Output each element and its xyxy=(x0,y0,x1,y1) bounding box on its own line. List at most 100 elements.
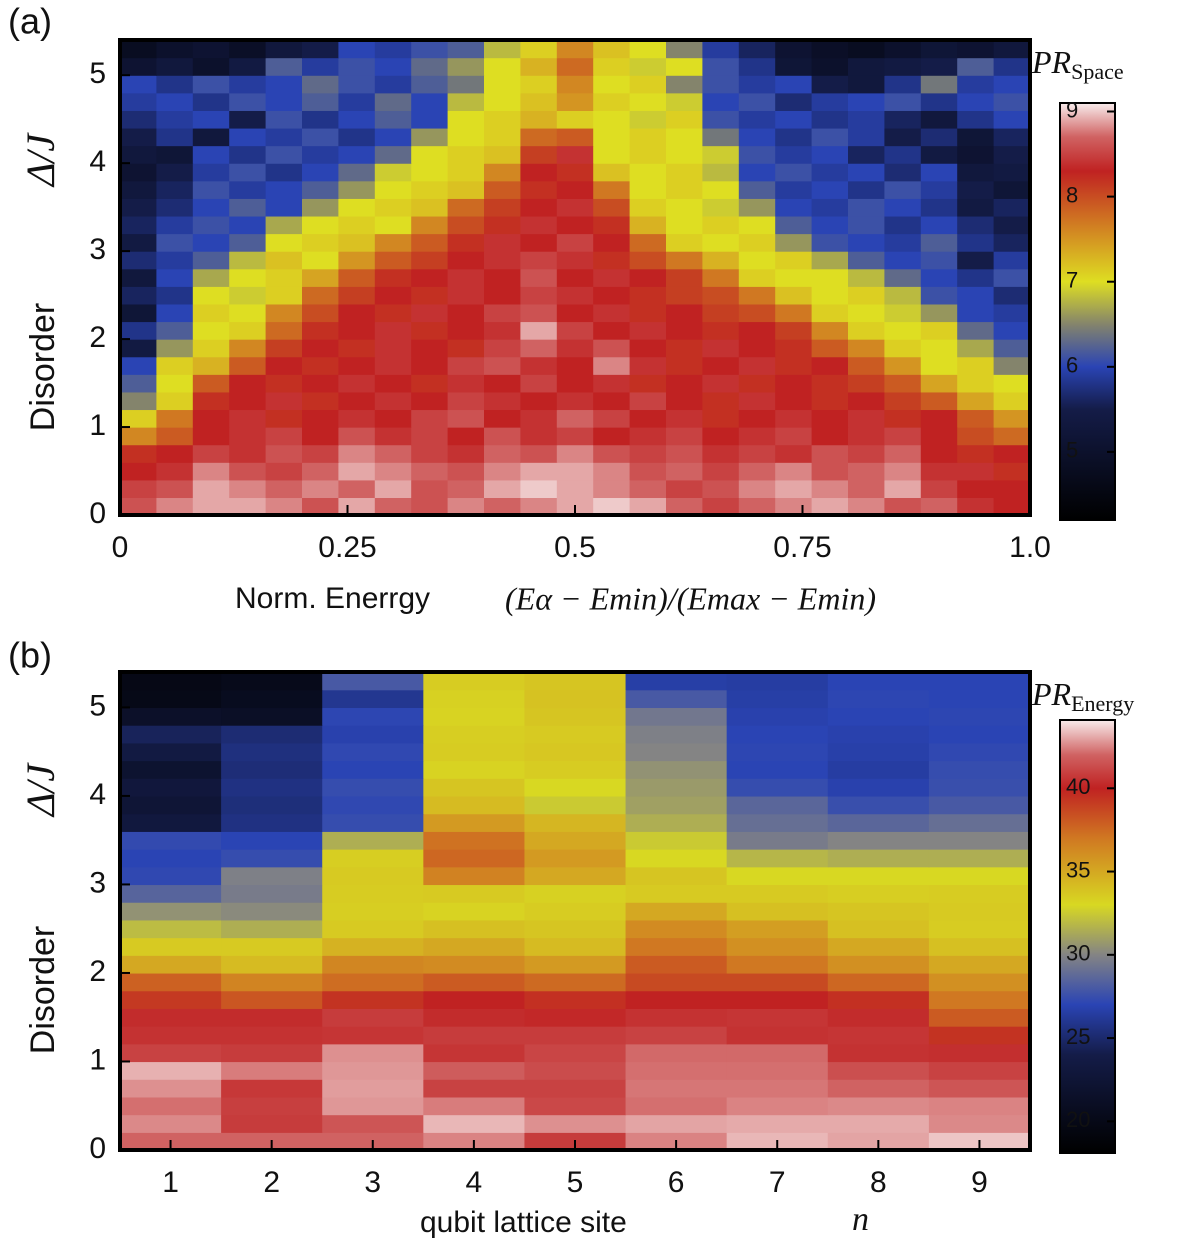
heatmap-cell xyxy=(738,339,776,358)
heatmap-cell xyxy=(192,127,230,147)
heatmap-cell xyxy=(629,356,667,375)
heatmap-cell xyxy=(484,57,521,76)
heatmap-cell xyxy=(229,57,267,76)
heatmap-cell xyxy=(524,972,627,992)
heatmap-cell xyxy=(120,339,157,358)
heatmap-cell xyxy=(411,356,449,375)
heatmap-cell xyxy=(993,251,1031,270)
heatmap-cell xyxy=(265,268,303,287)
y-tick-label: 5 xyxy=(89,689,106,722)
heatmap-cell xyxy=(374,391,412,411)
heatmap-cell xyxy=(374,479,412,499)
heatmap-cell xyxy=(423,955,526,974)
heatmap-cell xyxy=(726,831,829,850)
heatmap-cell xyxy=(192,462,230,481)
heatmap-cell xyxy=(120,40,157,59)
heatmap-cell xyxy=(120,1114,222,1133)
heatmap-cell xyxy=(156,286,194,305)
heatmap-cell xyxy=(593,57,631,76)
heatmap-cell xyxy=(524,990,627,1009)
heatmap-cell xyxy=(120,127,157,147)
heatmap-cell xyxy=(811,180,849,199)
heatmap-cell xyxy=(629,180,667,199)
heatmap-cell xyxy=(156,127,194,147)
heatmap-cell xyxy=(593,92,631,111)
heatmap-cell xyxy=(229,462,267,481)
heatmap-cell xyxy=(229,409,267,428)
heatmap-cell xyxy=(629,57,667,76)
heatmap-cell xyxy=(338,391,376,411)
heatmap-cell xyxy=(993,110,1031,129)
heatmap-cell xyxy=(338,145,376,164)
heatmap-cell xyxy=(374,215,412,235)
heatmap-cell xyxy=(884,110,922,129)
x-tick-label: 0 xyxy=(112,531,129,564)
heatmap-cell xyxy=(265,374,303,393)
heatmap-cell xyxy=(302,462,339,481)
heatmap-cell xyxy=(726,742,829,762)
heatmap-cell xyxy=(726,725,829,744)
x-tick-label: 5 xyxy=(567,1166,584,1199)
heatmap-cell xyxy=(192,92,230,111)
heatmap-cell xyxy=(520,268,558,287)
heatmap-cell xyxy=(192,497,230,516)
heatmap-cell xyxy=(827,849,930,868)
y-tick-label: 3 xyxy=(89,233,106,266)
heatmap-cell xyxy=(302,356,339,375)
heatmap-cell xyxy=(957,321,995,340)
heatmap-cell xyxy=(120,286,157,305)
heatmap-cell xyxy=(827,902,930,921)
heatmap-cell xyxy=(666,233,703,252)
heatmap-cell xyxy=(192,40,230,59)
heatmap-cell xyxy=(775,40,813,59)
heatmap-cell xyxy=(192,268,230,287)
y-tick-label: 1 xyxy=(89,409,106,442)
heatmap-cell xyxy=(120,813,222,832)
heatmap-cell xyxy=(593,215,631,235)
y-tick-label: 4 xyxy=(89,778,106,811)
heatmap-cell xyxy=(625,689,728,709)
heatmap-cell xyxy=(993,444,1031,463)
heatmap-cell xyxy=(374,75,412,94)
heatmap-cell xyxy=(928,813,1031,832)
heatmap-cell xyxy=(738,198,776,217)
heatmap-cell xyxy=(156,356,194,375)
heatmap-cell xyxy=(625,1026,728,1045)
heatmap-cell xyxy=(120,884,222,903)
heatmap-cell xyxy=(629,497,667,516)
heatmap-cell xyxy=(957,462,995,481)
heatmap-cell xyxy=(625,725,728,744)
heatmap-cell xyxy=(629,374,667,393)
heatmap-cell xyxy=(827,760,930,779)
heatmap-cell xyxy=(928,1079,1031,1098)
heatmap-cell xyxy=(120,391,157,411)
heatmap-cell xyxy=(192,409,230,428)
heatmap-cell xyxy=(423,902,526,921)
heatmap-cell xyxy=(120,707,222,726)
heatmap-cell xyxy=(302,233,339,252)
heatmap-cell xyxy=(322,849,424,868)
heatmap-cell xyxy=(484,251,521,270)
heatmap-cell xyxy=(120,427,157,446)
heatmap-cell xyxy=(593,127,631,147)
heatmap-cell xyxy=(629,268,667,287)
heatmap-cell xyxy=(447,427,485,446)
heatmap-cell xyxy=(775,339,813,358)
heatmap-cell xyxy=(484,40,521,59)
heatmap-cell xyxy=(957,57,995,76)
heatmap-cell xyxy=(629,409,667,428)
heatmap-cell xyxy=(524,689,627,709)
heatmap-cell xyxy=(338,75,376,94)
heatmap-cell xyxy=(593,75,631,94)
heatmap-cell xyxy=(811,75,849,94)
heatmap-cell xyxy=(374,427,412,446)
heatmap-cell xyxy=(524,795,627,815)
heatmap-cell xyxy=(322,884,424,903)
heatmap-cell xyxy=(629,92,667,111)
heatmap-cell xyxy=(593,198,631,217)
heatmap-cell xyxy=(302,339,339,358)
heatmap-cell xyxy=(811,356,849,375)
heatmap-cell xyxy=(447,180,485,199)
y-tick-label: 2 xyxy=(89,321,106,354)
heatmap-cell xyxy=(120,479,157,499)
